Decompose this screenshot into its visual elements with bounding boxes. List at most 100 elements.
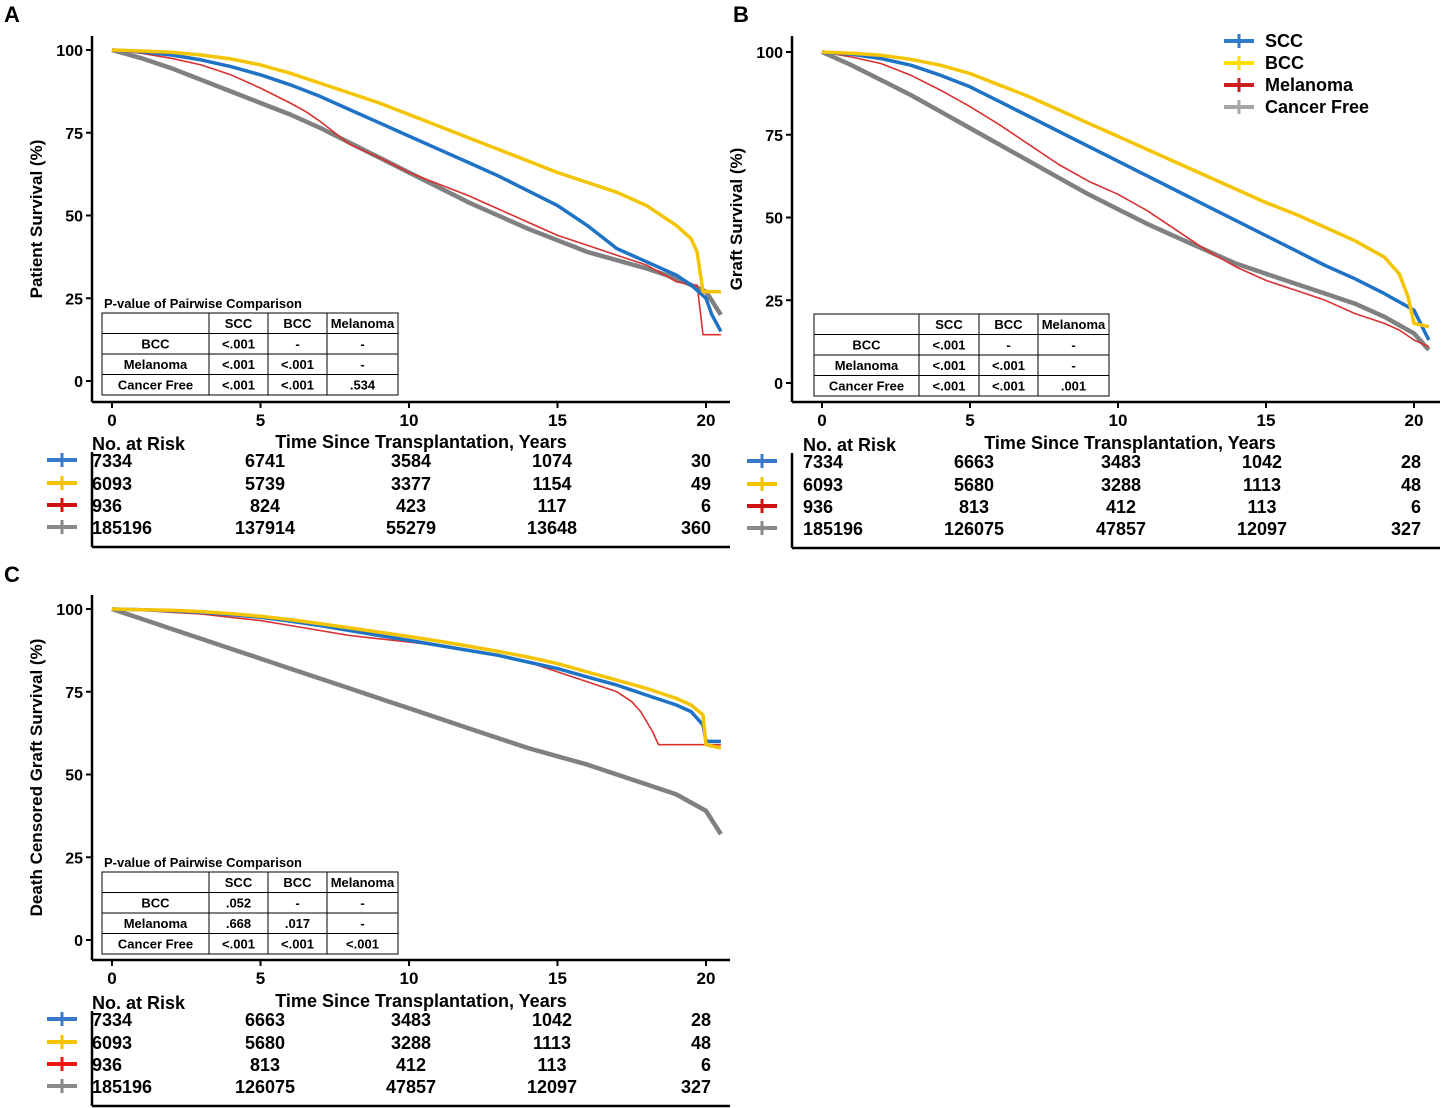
pvalue-table-cell: Melanoma: [835, 358, 899, 373]
series-line-bcc: [111, 607, 722, 750]
risk-count: 813: [250, 1055, 280, 1075]
y-tick-label: 25: [65, 850, 83, 867]
risk-table-title: No. at Risk: [803, 435, 897, 455]
risk-count: 813: [959, 497, 989, 517]
legend-label: BCC: [1265, 53, 1304, 73]
pvalue-table-cell: -: [1006, 338, 1010, 353]
risk-count: 423: [396, 496, 426, 516]
risk-count: 3584: [391, 451, 431, 471]
pvalue-table-header: Melanoma: [331, 316, 395, 331]
pvalue-table-cell: <.001: [222, 337, 255, 352]
risk-marker-cancer-free: [47, 520, 77, 534]
pvalue-table-cell: Cancer Free: [829, 379, 904, 394]
risk-marker-melanoma: [47, 1057, 77, 1071]
x-tick-label: 5: [256, 411, 265, 430]
risk-count: 412: [396, 1055, 426, 1075]
y-tick-label: 50: [765, 211, 783, 228]
panel-b: B 0 25 50 75 100 0 5 10 15 20 Graft Survival (%) Tim…: [727, 2, 1440, 550]
risk-table-title: No. at Risk: [92, 993, 186, 1013]
risk-count: 185196: [92, 518, 152, 538]
series-line-bcc: [821, 50, 1430, 329]
risk-marker-cancer-free: [47, 1079, 77, 1093]
y-tick-label: 75: [65, 126, 83, 143]
pvalue-table: SCC BCC Melanoma BCC <.001 - - Melanoma <.001 <.0…: [813, 313, 1110, 397]
pvalue-table-cell: <.001: [992, 358, 1025, 373]
x-tick-label: 15: [548, 411, 567, 430]
pvalue-table-cell: -: [360, 357, 364, 372]
pvalue-table-cell: .534: [350, 378, 376, 393]
risk-count: 47857: [386, 1077, 436, 1097]
risk-count: 936: [92, 496, 122, 516]
pvalue-table-cell: <.001: [933, 338, 966, 353]
panel-a: A 0 25 50 75 100 0 5 10 15 20 Patient Survival (%) T…: [4, 2, 730, 549]
y-tick-label: 0: [74, 933, 83, 950]
pvalue-table-cell: .017: [285, 916, 310, 931]
risk-count: 137914: [235, 518, 295, 538]
risk-count: 47857: [1096, 519, 1146, 539]
risk-count: 412: [1106, 497, 1136, 517]
pvalue-table-header: BCC: [994, 317, 1023, 332]
pvalue-table-cell: -: [295, 896, 299, 911]
risk-count: 48: [1401, 475, 1421, 495]
pvalue-table-header: Melanoma: [1042, 317, 1106, 332]
risk-marker-bcc: [747, 477, 777, 491]
risk-marker-scc: [747, 454, 777, 468]
pvalue-table-cell: -: [1071, 358, 1075, 373]
y-tick-label: 50: [65, 209, 83, 226]
series-line-scc: [111, 607, 721, 744]
x-tick-label: 0: [817, 411, 826, 430]
pvalue-table-title: P-value of Pairwise Comparison: [104, 296, 302, 311]
risk-count: 6093: [803, 475, 843, 495]
risk-count: 936: [803, 497, 833, 517]
risk-count: 327: [681, 1077, 711, 1097]
risk-count: 1074: [532, 451, 572, 471]
risk-count: 3483: [391, 1010, 431, 1030]
y-axis-label: Graft Survival (%): [727, 148, 746, 291]
risk-count: 6093: [92, 1033, 132, 1053]
y-tick-label: 50: [65, 768, 83, 785]
risk-count: 6: [1411, 497, 1421, 517]
x-axis-label: Time Since Transplantation, Years: [275, 432, 566, 452]
series-line-scc: [821, 50, 1431, 341]
pvalue-table-cell: .052: [226, 896, 251, 911]
risk-count: 7334: [92, 451, 132, 471]
legend-item-cancer-free: Cancer Free: [1224, 97, 1369, 117]
risk-count: 117: [537, 496, 566, 516]
x-tick-label: 0: [107, 969, 116, 988]
series-line-melanoma: [821, 51, 1430, 348]
pvalue-table-cell: -: [1071, 338, 1075, 353]
pvalue-table-cell: <.001: [281, 378, 314, 393]
pvalue-table-header: SCC: [935, 317, 963, 332]
x-tick-label: 20: [697, 411, 716, 430]
legend-item-bcc: BCC: [1224, 53, 1304, 73]
pvalue-table: P-value of Pairwise Comparison SCC BCC Mela…: [101, 855, 399, 955]
pvalue-table-cell: -: [360, 896, 364, 911]
y-tick-label: 0: [74, 374, 83, 391]
risk-count: 936: [92, 1055, 122, 1075]
x-tick-label: 10: [400, 411, 419, 430]
legend-label: Cancer Free: [1265, 97, 1369, 117]
risk-count: 126075: [235, 1077, 295, 1097]
x-tick-label: 20: [697, 969, 716, 988]
risk-marker-bcc: [47, 476, 77, 490]
x-tick-label: 10: [400, 969, 419, 988]
risk-table-title: No. at Risk: [92, 434, 186, 454]
risk-count: 7334: [92, 1010, 132, 1030]
risk-count: 3483: [1101, 452, 1141, 472]
x-tick-label: 10: [1109, 411, 1128, 430]
pvalue-table-cell: <.001: [933, 379, 966, 394]
risk-count: 7334: [803, 452, 843, 472]
risk-count: 6: [701, 1055, 711, 1075]
pvalue-table-cell: BCC: [141, 337, 170, 352]
risk-count: 6093: [92, 474, 132, 494]
pvalue-table-header: Melanoma: [331, 875, 395, 890]
y-tick-label: 0: [774, 376, 783, 393]
risk-count: 1042: [532, 1010, 572, 1030]
pvalue-table-cell: <.001: [933, 358, 966, 373]
risk-count: 6663: [245, 1010, 285, 1030]
y-tick-label: 25: [765, 293, 783, 310]
pvalue-table-cell: -: [360, 916, 364, 931]
series-line-cancer-free: [111, 606, 723, 836]
